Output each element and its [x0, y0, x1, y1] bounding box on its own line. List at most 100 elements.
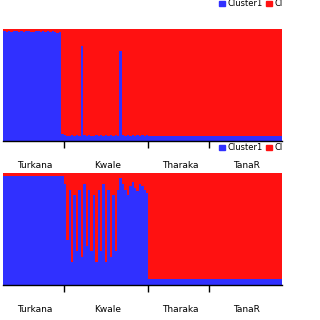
Bar	[8, 173, 11, 176]
Bar	[76, 173, 78, 251]
Bar	[277, 173, 279, 279]
Bar	[95, 173, 98, 262]
Bar	[59, 29, 61, 32]
Bar	[117, 29, 119, 136]
Bar	[148, 279, 151, 285]
Bar	[170, 173, 173, 279]
Bar	[175, 173, 178, 279]
Bar	[192, 279, 195, 285]
Bar	[260, 173, 262, 279]
Bar	[44, 176, 47, 285]
Bar	[134, 173, 136, 188]
Bar	[158, 29, 161, 136]
Bar	[42, 31, 44, 141]
Bar	[73, 173, 76, 195]
Bar	[30, 29, 32, 32]
Bar	[25, 31, 28, 141]
Bar	[236, 29, 238, 136]
Bar	[112, 136, 115, 141]
Bar	[262, 29, 265, 136]
Bar	[95, 29, 98, 135]
Bar	[73, 195, 76, 285]
Bar	[54, 32, 56, 141]
Bar	[61, 134, 64, 141]
Bar	[277, 29, 279, 136]
Bar	[68, 173, 71, 189]
Bar	[197, 173, 199, 279]
Bar	[122, 135, 124, 141]
Bar	[25, 173, 28, 176]
Bar	[250, 279, 252, 285]
Bar	[156, 173, 158, 279]
Bar	[18, 173, 20, 176]
Bar	[44, 173, 47, 176]
Bar	[279, 136, 282, 141]
Bar	[223, 136, 226, 141]
Bar	[37, 173, 39, 176]
Bar	[197, 29, 199, 136]
Bar	[206, 173, 209, 279]
Text: Tharaka: Tharaka	[162, 161, 198, 170]
Bar	[202, 136, 204, 141]
Bar	[90, 29, 93, 136]
Bar	[49, 29, 52, 32]
Bar	[95, 135, 98, 141]
Bar	[267, 136, 269, 141]
Bar	[178, 29, 180, 136]
Bar	[39, 32, 42, 141]
Bar	[136, 173, 139, 191]
Bar	[182, 279, 185, 285]
Bar	[228, 173, 231, 279]
Bar	[243, 29, 245, 136]
Bar	[98, 136, 100, 141]
Bar	[52, 176, 54, 285]
Bar	[255, 173, 257, 279]
Bar	[272, 279, 274, 285]
Bar	[151, 136, 153, 141]
Bar	[202, 29, 204, 136]
Bar	[267, 173, 269, 279]
Bar	[153, 279, 156, 285]
Bar	[71, 29, 73, 135]
Bar	[11, 173, 13, 176]
Bar	[255, 136, 257, 141]
Bar	[216, 29, 219, 136]
Bar	[165, 279, 168, 285]
Bar	[231, 136, 233, 141]
Bar	[173, 136, 175, 141]
Bar	[18, 32, 20, 141]
Bar	[28, 29, 30, 31]
Bar	[112, 173, 115, 195]
Bar	[68, 136, 71, 141]
Bar	[185, 173, 187, 279]
Bar	[20, 173, 23, 176]
Bar	[132, 182, 134, 285]
Bar	[226, 173, 228, 279]
Bar	[81, 257, 83, 285]
Bar	[279, 29, 282, 136]
Bar	[117, 173, 119, 189]
Bar	[15, 176, 18, 285]
Bar	[139, 136, 141, 141]
Bar	[28, 31, 30, 141]
Bar	[265, 279, 267, 285]
Bar	[134, 29, 136, 136]
Bar	[144, 189, 146, 285]
Bar	[129, 186, 132, 285]
Bar	[248, 29, 250, 136]
Bar	[110, 173, 112, 257]
Bar	[190, 173, 192, 279]
Bar	[156, 279, 158, 285]
Bar	[105, 135, 107, 141]
Bar	[212, 279, 214, 285]
Bar	[190, 279, 192, 285]
Bar	[81, 29, 83, 46]
Bar	[136, 29, 139, 135]
Text: Kwale: Kwale	[94, 161, 121, 170]
Bar	[144, 173, 146, 189]
Bar	[260, 136, 262, 141]
Bar	[231, 173, 233, 279]
Bar	[47, 173, 49, 176]
Bar	[209, 136, 212, 141]
Bar	[28, 173, 30, 176]
